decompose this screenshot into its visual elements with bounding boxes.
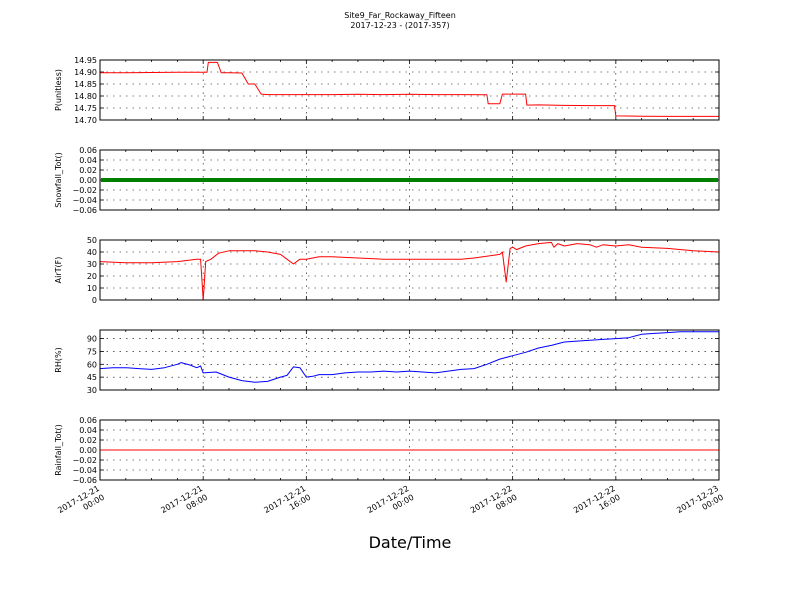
panel4-ylabel: RH(%) xyxy=(54,347,63,372)
panel2-ylabel: Snowfall_Tot() xyxy=(54,152,63,208)
panel1-ytick-label-5: 14.95 xyxy=(74,56,97,65)
panel4-ytick-label-3: 75 xyxy=(87,347,97,356)
panel3-ylabel: AirT(F) xyxy=(54,257,63,284)
panel1-series-line xyxy=(100,61,719,117)
panel2-ytick-label-4: 0.02 xyxy=(79,166,97,175)
panel2-ytick-label-2: −0.02 xyxy=(72,186,97,195)
panel1-ytick-label-3: 14.85 xyxy=(74,80,97,89)
panel1-ytick-label-2: 14.80 xyxy=(74,92,97,101)
panel2-frame xyxy=(99,149,720,211)
x-tick-label-6: 2017-12-2300:00 xyxy=(675,484,725,524)
x-tick-label-2: 2017-12-2116:00 xyxy=(263,484,313,524)
chart-title: Site9_Far_Rockaway_Fifteen xyxy=(344,11,456,20)
panel1-ytick-label-1: 14.75 xyxy=(74,104,97,113)
panel4-ytick-label-0: 30 xyxy=(87,386,97,395)
panel3-frame xyxy=(99,239,720,301)
panel5-ytick-label-3: 0.00 xyxy=(79,446,97,455)
panel5-ytick-label-1: −0.04 xyxy=(72,466,97,475)
x-tick-label-3: 2017-12-2200:00 xyxy=(366,484,416,524)
panel5-frame xyxy=(99,419,720,481)
panel3-ytick-label-2: 20 xyxy=(87,272,97,281)
panel2-ytick-label-0: −0.06 xyxy=(72,206,97,215)
panel5-ytick-label-5: 0.04 xyxy=(79,426,97,435)
x-tick-label-0: 2017-12-2100:00 xyxy=(56,484,106,524)
panel4-frame xyxy=(99,329,720,391)
panel3-ytick-label-5: 50 xyxy=(87,236,97,245)
panel5-ytick-label-6: 0.06 xyxy=(79,416,97,425)
panel1-frame xyxy=(99,59,720,121)
panel2-ytick-label-5: 0.04 xyxy=(79,156,97,165)
panel2-ytick-label-6: 0.06 xyxy=(79,146,97,155)
panel4-ytick-label-4: 90 xyxy=(87,335,97,344)
panel3-ytick-label-0: 0 xyxy=(92,296,97,305)
x-tick-label-1: 2017-12-2108:00 xyxy=(159,484,209,524)
panel3-ytick-label-1: 10 xyxy=(87,284,97,293)
panel5-ytick-label-0: −0.06 xyxy=(72,476,97,485)
chart-subtitle: 2017-12-23 - (2017-357) xyxy=(350,21,450,30)
panel2-ytick-label-1: −0.04 xyxy=(72,196,97,205)
panel3-ytick-label-3: 30 xyxy=(87,260,97,269)
panel4-series-line xyxy=(99,331,719,383)
panel1-ytick-label-4: 14.90 xyxy=(74,68,97,77)
x-tick-label-4: 2017-12-2208:00 xyxy=(469,484,519,524)
panel3-ytick-label-4: 40 xyxy=(87,248,97,257)
x-tick-label-5: 2017-12-2216:00 xyxy=(572,484,622,524)
panel3-series-line xyxy=(99,241,720,301)
panel4-ytick-label-1: 45 xyxy=(87,373,97,382)
panel5-ylabel: Rainfall_Tot() xyxy=(54,424,63,476)
panel1-ylabel: P(unitless) xyxy=(54,69,63,111)
x-axis-label: Date/Time xyxy=(368,533,452,552)
panel5-ytick-label-2: −0.02 xyxy=(72,456,97,465)
panel5-ytick-label-4: 0.02 xyxy=(79,436,97,445)
panel2-ytick-label-3: 0.00 xyxy=(79,176,97,185)
panel1-ytick-label-0: 14.70 xyxy=(74,116,97,125)
panel4-ytick-label-2: 60 xyxy=(87,360,97,369)
